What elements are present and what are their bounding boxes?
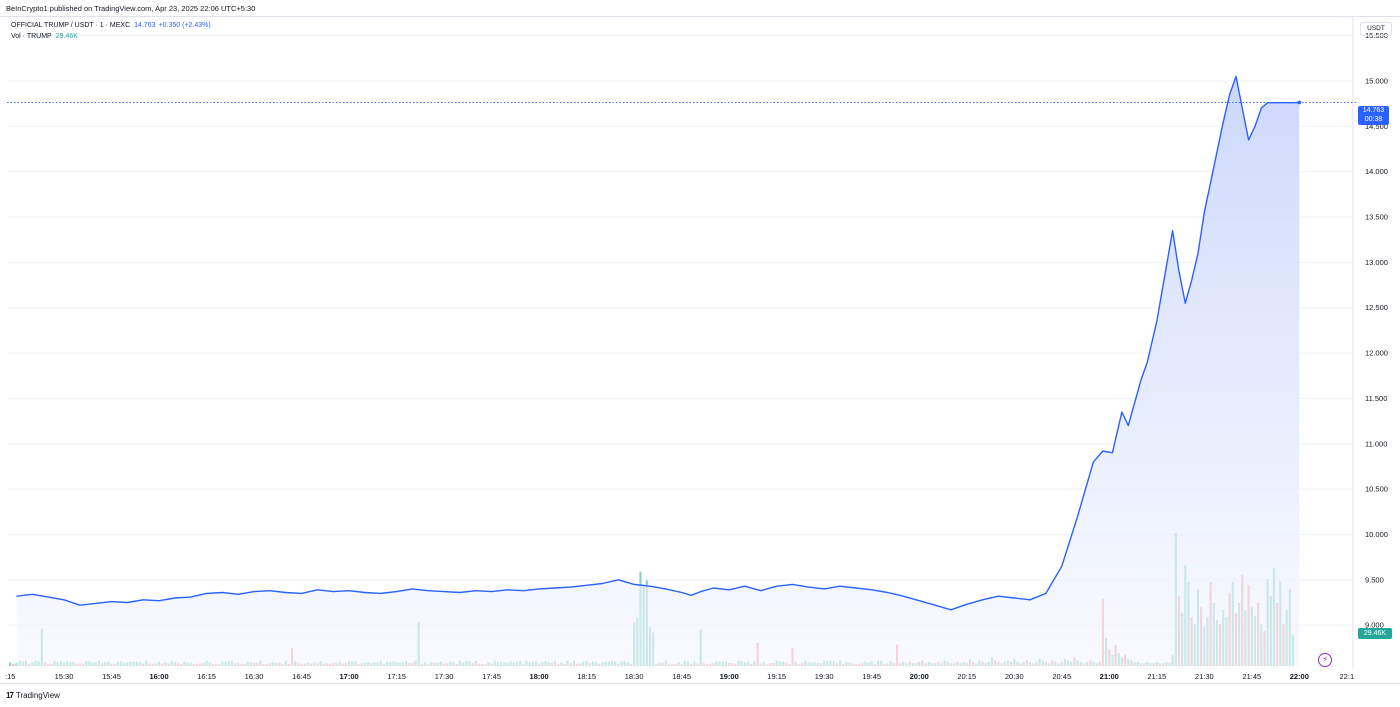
volume-badge: 29.46K: [1358, 628, 1392, 639]
x-tick-label: 19:45: [862, 672, 881, 681]
currency-unit-button[interactable]: USDT: [1360, 22, 1392, 36]
y-tick-label: 12.500: [1365, 303, 1388, 312]
price-area: [7, 75, 1356, 666]
volume-legend[interactable]: Vol · TRUMP 29.46K: [11, 33, 78, 40]
price-change: +0.350 (+2.43%): [158, 22, 211, 29]
y-tick-label: 11.000: [1365, 439, 1387, 448]
volume-value: 29.46K: [55, 33, 78, 40]
x-axis-ticks: :15 15:30 15:45 16:00 16:15 16:30 16:45 17:00 17…: [5, 672, 1354, 681]
y-tick-label: 14.500: [1365, 122, 1388, 131]
x-tick-label: 21:15: [1147, 672, 1166, 681]
x-tick-label: 18:00: [530, 672, 549, 681]
y-tick-label: 10.000: [1365, 530, 1388, 539]
publish-attribution: BeInCrypto1 published on TradingView.com…: [6, 4, 256, 13]
price-line: [16, 75, 1300, 611]
x-tick-label: 16:00: [149, 672, 168, 681]
x-tick-label: 17:15: [387, 672, 406, 681]
y-tick-label: 15.000: [1365, 76, 1388, 85]
y-tick-label: 10.500: [1365, 485, 1388, 494]
x-tick-label: 16:45: [292, 672, 311, 681]
volume-label: Vol · TRUMP: [11, 33, 52, 40]
x-tick-label: 20:30: [1005, 672, 1024, 681]
last-price: 14.763: [134, 22, 156, 29]
x-tick-label: 15:45: [102, 672, 121, 681]
x-tick-label: 21:30: [1195, 672, 1214, 681]
x-tick-label: 20:15: [957, 672, 976, 681]
x-tick-label: 22:00: [1290, 672, 1309, 681]
symbol-legend[interactable]: OFFICIAL TRUMP / USDT · 1 · MEXC 14.763 +0…: [11, 22, 211, 29]
x-tick-label: 15:30: [55, 672, 74, 681]
x-tick-label: 21:00: [1100, 672, 1119, 681]
y-tick-label: 12.000: [1365, 349, 1388, 358]
x-tick-label: :15: [5, 672, 15, 681]
symbol-name: OFFICIAL TRUMP / USDT · 1 · MEXC: [11, 22, 131, 29]
x-tick-label: 18:45: [672, 672, 691, 681]
tradingview-logo: 17 TradingView: [6, 691, 60, 700]
x-tick-label: 19:30: [815, 672, 834, 681]
chart-frame: [0, 16, 1400, 684]
x-tick-label: 16:15: [197, 672, 216, 681]
badge-countdown: 00:38: [1364, 116, 1383, 123]
x-tick-label: 18:15: [577, 672, 596, 681]
price-area-fill: [16, 76, 1300, 666]
volume-bar: [9, 662, 12, 666]
x-tick-label: 19:15: [767, 672, 786, 681]
volume-bar: [12, 664, 15, 666]
badge-price: 14.763: [1362, 107, 1385, 114]
logo-mark: 17: [6, 691, 14, 700]
y-tick-label: 11.500: [1365, 394, 1387, 403]
x-tick-label: 20:00: [910, 672, 929, 681]
x-tick-label: 20:45: [1052, 672, 1071, 681]
x-tick-label: 17:30: [435, 672, 454, 681]
logo-text: TradingView: [15, 691, 60, 700]
chart-canvas[interactable]: 15.50015.00014.50014.00013.50013.00012.5…: [0, 16, 1400, 684]
y-tick-label: 13.500: [1365, 213, 1388, 222]
y-tick-label: 9.000: [1365, 621, 1384, 630]
x-tick-label: 16:30: [245, 672, 264, 681]
x-tick-label: 17:00: [339, 672, 358, 681]
y-tick-label: 13.000: [1365, 258, 1388, 267]
lightning-bolt-icon[interactable]: ⚡: [1318, 653, 1332, 667]
last-price-dot: [1297, 100, 1302, 105]
x-tick-label: 18:30: [625, 672, 644, 681]
x-tick-label: 19:00: [720, 672, 739, 681]
y-tick-label: 14.000: [1365, 167, 1388, 176]
x-tick-label: 22:1: [1340, 672, 1355, 681]
x-tick-label: 17:45: [482, 672, 501, 681]
x-tick-label: 21:45: [1242, 672, 1261, 681]
y-tick-label: 9.500: [1365, 575, 1384, 584]
last-price-badge: 14.763 00:38: [1358, 106, 1389, 125]
